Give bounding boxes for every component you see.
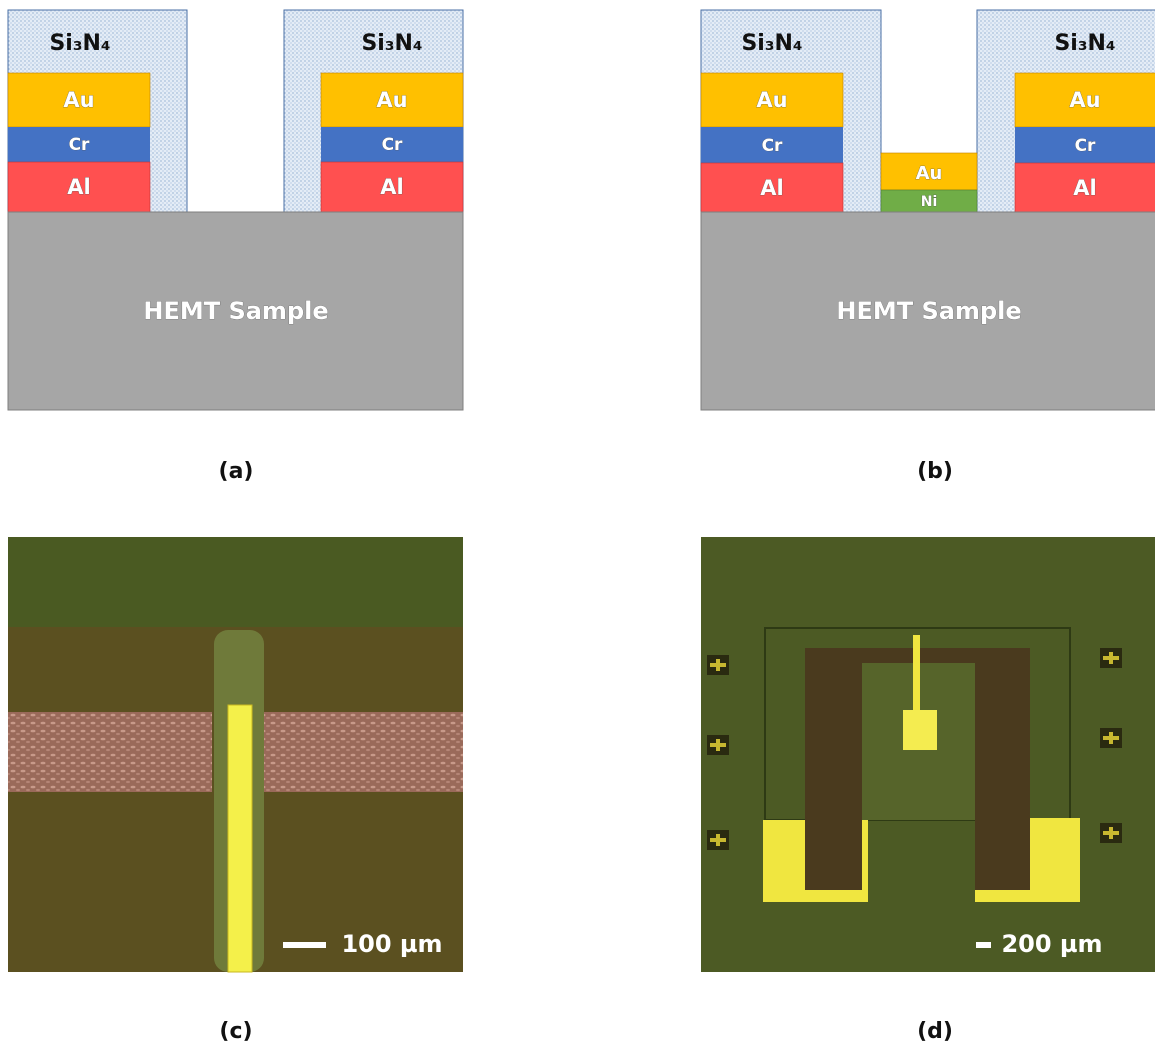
label: Al [760, 176, 783, 200]
label: Au [376, 88, 407, 112]
caption: (d) [917, 1019, 953, 1044]
label: Cr [382, 135, 403, 155]
label: Al [67, 175, 90, 199]
feed-line [913, 635, 920, 711]
label: Au [756, 88, 787, 112]
label: Cr [762, 136, 783, 156]
gate-pad [903, 710, 937, 750]
figure: Si₃N₄ Si₃N₄ Au Cr Al Au Cr Al HEMT Sampl… [0, 0, 1155, 1053]
gate-line [228, 705, 252, 972]
ohmic-strip [8, 712, 212, 792]
scale-label: 200 µm [1001, 930, 1102, 958]
label: Si₃N₄ [361, 31, 422, 56]
label: Au [63, 88, 94, 112]
label: Al [380, 175, 403, 199]
panel-b: Si₃N₄ Si₃N₄ Au Cr Al Au Cr Al Au Ni HEMT… [701, 10, 1155, 484]
label: Cr [69, 135, 90, 155]
micrograph-d: 200 µm (d) [701, 537, 1155, 1044]
label: Si₃N₄ [741, 31, 802, 56]
label: HEMT Sample [143, 297, 328, 325]
caption: (c) [219, 1019, 252, 1044]
caption: (a) [219, 459, 254, 484]
label: Si₃N₄ [1054, 31, 1115, 56]
label: HEMT Sample [836, 297, 1021, 325]
caption: (b) [917, 459, 953, 484]
panel-a: Si₃N₄ Si₃N₄ Au Cr Al Au Cr Al HEMT Sampl… [8, 10, 463, 484]
label: Cr [1075, 136, 1096, 156]
label: Ni [921, 194, 938, 210]
scale-label: 100 µm [341, 930, 442, 958]
ohmic-strip [260, 712, 463, 792]
label: Au [916, 163, 943, 184]
label: Si₃N₄ [49, 31, 110, 56]
photo-region [8, 537, 463, 627]
label: Au [1069, 88, 1100, 112]
micrograph-c: 100 µm (c) [8, 537, 463, 1044]
label: Al [1073, 176, 1096, 200]
